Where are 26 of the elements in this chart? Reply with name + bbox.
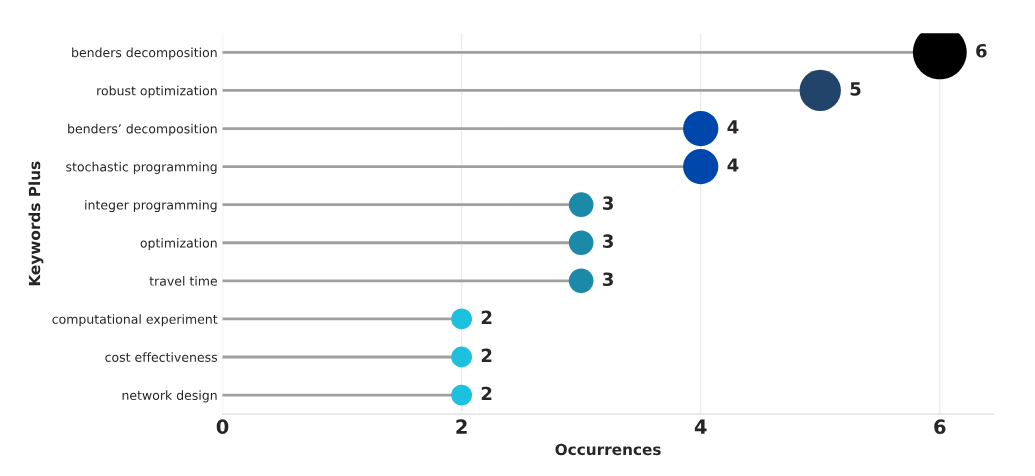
data-label: 5	[850, 82, 861, 96]
y-tick-label: robust optimization	[97, 85, 217, 98]
y-axis-title: Keywords Plus	[28, 161, 44, 286]
data-label: 6	[976, 43, 987, 58]
y-tick-label: travel time	[149, 276, 217, 286]
x-tick-label: 6	[934, 419, 946, 435]
data-label: 2	[481, 386, 492, 401]
y-tick-label: cost effectiveness	[105, 352, 218, 362]
y-tick-label: integer programming	[85, 199, 217, 213]
data-label: 4	[727, 158, 739, 172]
y-tick-label: benders decomposition	[72, 47, 217, 60]
data-label: 2	[481, 348, 492, 362]
data-label: 3	[603, 234, 613, 248]
data-label: 3	[603, 272, 613, 287]
y-tick-label: benders’ decomposition	[68, 123, 217, 136]
data-label: 4	[727, 120, 739, 134]
x-tick-label: 2	[456, 419, 467, 434]
y-tick-label: computational experiment	[52, 314, 218, 327]
x-tick-label: 0	[216, 419, 229, 435]
data-label: 3	[603, 196, 613, 210]
y-tick-label: optimization	[140, 238, 217, 251]
x-tick-label: 4	[694, 419, 707, 434]
y-tick-label: stochastic programming	[66, 161, 217, 174]
x-axis-title: Occurrences	[555, 443, 661, 456]
data-label: 2	[481, 310, 492, 324]
y-tick-label: network design	[122, 390, 217, 403]
